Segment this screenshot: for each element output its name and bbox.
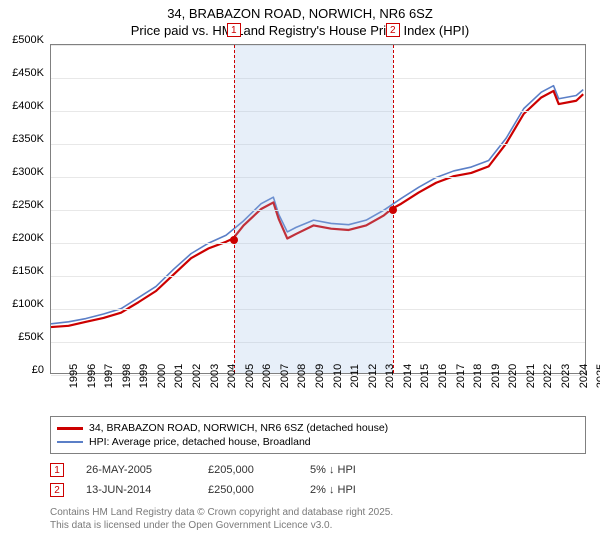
y-axis: £0£50K£100K£150K£200K£250K£300K£350K£400…: [0, 40, 48, 370]
sale-marker-box: 2: [50, 483, 64, 497]
sale-date: 26-MAY-2005: [86, 464, 186, 476]
footer-line: Contains HM Land Registry data © Crown c…: [50, 506, 586, 519]
plot-area: 12: [50, 44, 586, 374]
legend-item: 34, BRABAZON ROAD, NORWICH, NR6 6SZ (det…: [57, 421, 579, 435]
legend-label: 34, BRABAZON ROAD, NORWICH, NR6 6SZ (det…: [89, 422, 388, 434]
sale-delta: 2% ↓ HPI: [310, 484, 390, 496]
sale-marker-box: 1: [50, 463, 64, 477]
legend-label: HPI: Average price, detached house, Broa…: [89, 436, 311, 448]
sale-row: 2 13-JUN-2014 £250,000 2% ↓ HPI: [50, 480, 586, 500]
sale-date: 13-JUN-2014: [86, 484, 186, 496]
legend-item: HPI: Average price, detached house, Broa…: [57, 435, 579, 449]
sale-row: 1 26-MAY-2005 £205,000 5% ↓ HPI: [50, 460, 586, 480]
title-subtitle: Price paid vs. HM Land Registry's House …: [0, 23, 600, 38]
title-block: 34, BRABAZON ROAD, NORWICH, NR6 6SZ Pric…: [0, 0, 600, 38]
sale-price: £205,000: [208, 464, 288, 476]
title-address: 34, BRABAZON ROAD, NORWICH, NR6 6SZ: [0, 6, 600, 21]
footer: Contains HM Land Registry data © Crown c…: [50, 506, 586, 532]
sale-delta: 5% ↓ HPI: [310, 464, 390, 476]
chart-container: 34, BRABAZON ROAD, NORWICH, NR6 6SZ Pric…: [0, 0, 600, 560]
chart-area: 12: [50, 44, 586, 374]
legend-swatch: [57, 441, 83, 443]
legend: 34, BRABAZON ROAD, NORWICH, NR6 6SZ (det…: [50, 416, 586, 454]
sales-table: 1 26-MAY-2005 £205,000 5% ↓ HPI 2 13-JUN…: [50, 460, 586, 500]
footer-line: This data is licensed under the Open Gov…: [50, 519, 586, 532]
sale-price: £250,000: [208, 484, 288, 496]
x-axis: 1995199619971998199920002001200220032004…: [50, 376, 586, 412]
legend-swatch: [57, 427, 83, 430]
